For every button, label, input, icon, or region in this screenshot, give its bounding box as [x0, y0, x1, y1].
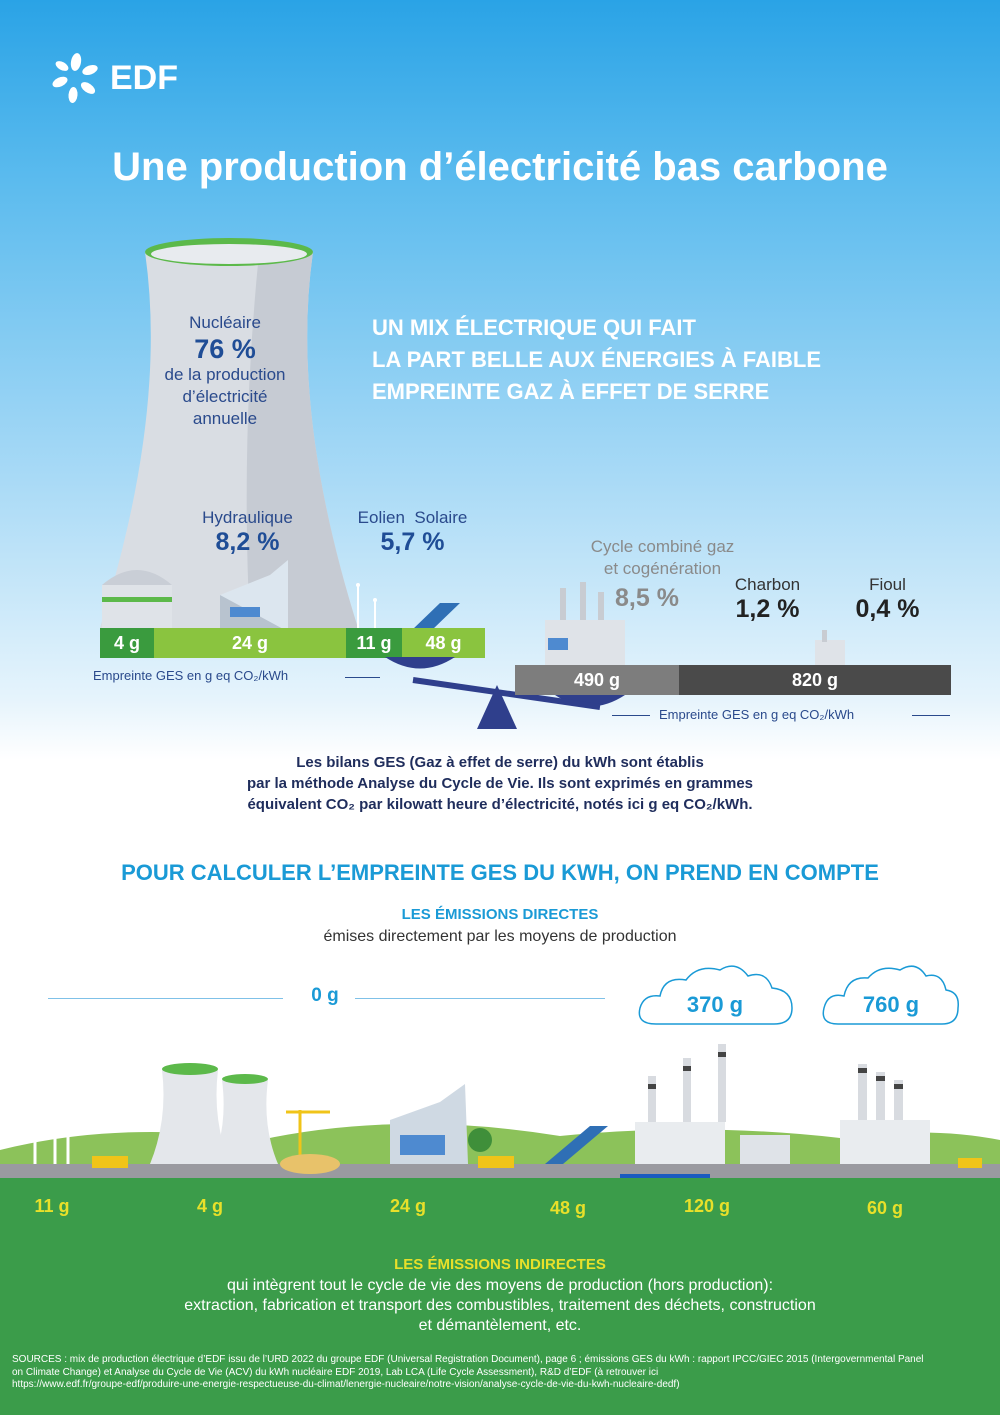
direct-gas-value: 370 g: [686, 992, 744, 1017]
ghg-explanation: Les bilans GES (Gaz à effet de serre) du…: [0, 752, 1000, 815]
sources-link[interactable]: https://www.edf.fr/groupe-edf/produire-u…: [12, 1379, 680, 1390]
cloud-icon: [638, 965, 793, 1025]
low-carbon-plants-illustration: [102, 560, 460, 630]
coal-value: 1,2 %: [735, 595, 800, 623]
indirect-nuclear-value: 4 g: [196, 1196, 223, 1216]
nuclear-share: Nucléaire 76 % de la production d’électr…: [140, 312, 310, 430]
explanation-line-1: Les bilans GES (Gaz à effet de serre) du…: [296, 754, 704, 771]
indirect-coal-value: 60 g: [866, 1198, 904, 1218]
gas-label-1: Cycle combiné gaz: [590, 537, 735, 556]
footprint-wind: 11 g: [346, 628, 402, 658]
indirect-line-1: qui intègrent tout le cycle de vie des m…: [226, 1277, 774, 1294]
direct-emissions-title: LES ÉMISSIONS DIRECTES: [401, 906, 599, 923]
cooling-tower-illustration: [100, 238, 358, 628]
nuclear-desc-3: annuelle: [192, 409, 258, 428]
calculation-title: POUR CALCULER L’EMPREINTE GES DU KWH, ON…: [121, 860, 879, 885]
divider: [612, 715, 650, 716]
footprint-note-left: Empreinte GES en g eq CO₂/kWh: [93, 668, 289, 683]
high-carbon-plants-illustration: [545, 582, 845, 668]
nuclear-desc-1: de la production: [164, 365, 286, 384]
landscape-illustration: [0, 1044, 1000, 1180]
indirect-wind-value: 11 g: [34, 1196, 70, 1216]
edf-logo-icon: [52, 53, 98, 103]
gas-label-2: et cogénération: [603, 559, 722, 578]
indirect-emissions-band: [0, 1178, 1000, 1415]
renewables-share: Eolien Solaire 5,7 %: [345, 508, 480, 557]
explanation-line-2: par la méthode Analyse du Cycle de Vie. …: [246, 775, 754, 792]
nuclear-label: Nucléaire: [189, 313, 261, 332]
gas-value: 8,5 %: [615, 584, 679, 612]
divider: [345, 677, 380, 678]
edf-logo-text: EDF: [110, 58, 178, 97]
oil-label: Fioul: [869, 575, 906, 594]
indirect-gas-value: 120 g: [683, 1196, 731, 1216]
indirect-solar-value: 48 g: [549, 1198, 587, 1218]
nuclear-value: 76 %: [194, 334, 256, 364]
footprint-note-right: Empreinte GES en g eq CO₂/kWh: [659, 707, 855, 722]
gas-share: Cycle combiné gaz et cogénération: [560, 536, 765, 580]
hydro-value: 8,2 %: [215, 528, 280, 556]
coal-label: Charbon: [734, 575, 801, 594]
indirect-emissions-text: qui intègrent tout le cycle de vie des m…: [0, 1276, 1000, 1336]
low-carbon-footprint-bar: 4 g 24 g 11 g 48 g: [100, 628, 485, 658]
nuclear-desc-2: d’électricité: [182, 387, 268, 406]
direct-coal-value: 760 g: [862, 992, 920, 1017]
oil-share: Fioul 0,4 %: [840, 575, 935, 624]
direct-emissions-subtitle: émises directement par les moyens de pro…: [323, 928, 677, 945]
direct-zero-value: 0 g: [311, 985, 339, 1006]
oil-value: 0,4 %: [855, 595, 920, 623]
page-title: Une production d’électricité bas carbone: [112, 145, 888, 189]
footprint-solar: 48 g: [402, 628, 485, 658]
divider: [355, 998, 605, 999]
sources-footnote: SOURCES : mix de production électrique d…: [12, 1354, 988, 1392]
balance-scale-icon: [385, 657, 625, 729]
indirect-line-2: extraction, fabrication et transport des…: [184, 1297, 816, 1314]
divider: [48, 998, 283, 999]
mix-headline: UN MIX ÉLECTRIQUE QUI FAIT LA PART BELLE…: [372, 312, 821, 408]
indirect-hydro-value: 24 g: [389, 1196, 427, 1216]
mix-headline-line-3: EMPREINTE GAZ À EFFET DE SERRE: [372, 379, 770, 404]
footprint-coal-oil: 820 g: [679, 665, 951, 695]
solar-label: Solaire: [414, 508, 468, 527]
explanation-line-3: équivalent CO₂ par kilowatt heure d’élec…: [247, 796, 753, 813]
sources-line-1: SOURCES : mix de production électrique d…: [12, 1354, 924, 1365]
mix-headline-line-2: LA PART BELLE AUX ÉNERGIES À FAIBLE: [372, 347, 821, 372]
mix-headline-line-1: UN MIX ÉLECTRIQUE QUI FAIT: [372, 315, 696, 340]
indirect-line-3: et démantèlement, etc.: [418, 1317, 582, 1334]
renewables-value: 5,7 %: [380, 528, 445, 556]
coal-share: Charbon 1,2 %: [720, 575, 815, 624]
edf-logo: EDF: [48, 50, 178, 106]
hydro-label: Hydraulique: [202, 508, 293, 527]
high-carbon-footprint-bar: 490 g 820 g: [515, 665, 951, 695]
indirect-emissions-title: LES ÉMISSIONS INDIRECTES: [394, 1256, 606, 1273]
divider: [912, 715, 950, 716]
footprint-gas: 490 g: [515, 665, 679, 695]
hydro-share: Hydraulique 8,2 %: [190, 508, 305, 557]
footprint-nuclear: 4 g: [100, 628, 154, 658]
footprint-hydro: 24 g: [154, 628, 346, 658]
cloud-icon: [822, 965, 959, 1025]
wind-label: Eolien: [357, 508, 405, 527]
sources-line-2: on Climate Change) et Analyse du Cycle d…: [12, 1366, 659, 1378]
